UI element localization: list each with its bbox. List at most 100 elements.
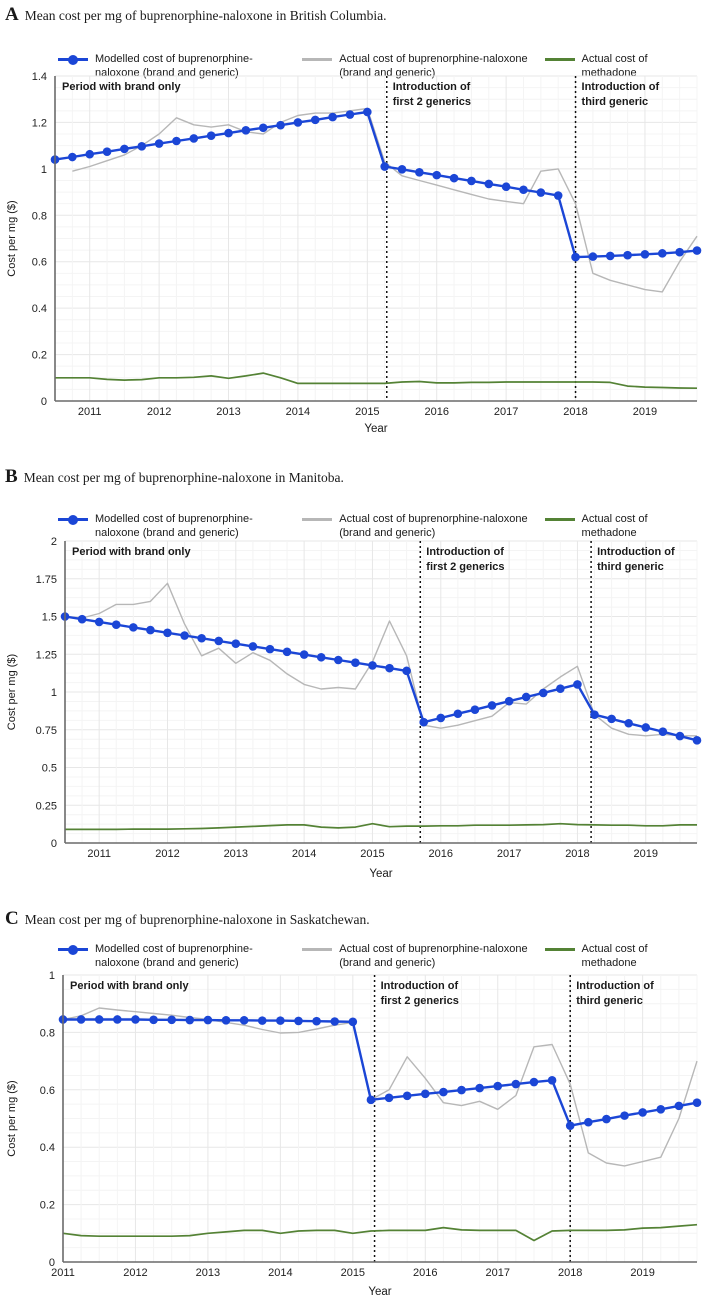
y-tick-label: 0.25 [36, 800, 57, 812]
x-axis-title: Year [369, 868, 392, 880]
modelled-point [415, 168, 424, 177]
modelled-point [620, 1111, 629, 1120]
legend-item-actual: Actual cost of buprenorphine-naloxone (b… [302, 52, 544, 81]
modelled-point [484, 179, 494, 189]
modelled-point [674, 1101, 684, 1111]
x-tick-label: 2015 [341, 1267, 365, 1279]
modelled-point [436, 713, 446, 723]
modelled-point [402, 666, 411, 676]
modelled-point [657, 249, 667, 258]
annotation-gen3-line1: Introduction of [576, 980, 654, 992]
x-axis-title: Year [364, 423, 387, 435]
x-tick-label: 2013 [224, 848, 248, 860]
y-tick-label: 0 [49, 1257, 55, 1269]
modelled-point [590, 710, 599, 719]
legend-item-actual: Actual cost of buprenorphine-naloxone (b… [302, 512, 544, 541]
modelled-point [299, 650, 309, 659]
annotation-gen2-line2: first 2 generics [393, 96, 471, 108]
x-tick-label: 2012 [155, 848, 179, 860]
modelled-point [565, 1121, 575, 1130]
modelled-point [556, 684, 565, 693]
panel-c-legend: Modelled cost of buprenorphine-naloxone … [58, 942, 702, 971]
modelled-point [658, 727, 668, 737]
annotation-brand-only: Period with brand only [70, 980, 189, 992]
modelled-point [276, 120, 285, 130]
x-tick-label: 2015 [355, 406, 379, 418]
y-axis-title: Cost per mg ($) [6, 200, 18, 276]
modelled-point [588, 252, 598, 261]
modelled-point [675, 731, 685, 741]
x-axis-title: Year [368, 1286, 391, 1298]
modelled-point [257, 1016, 267, 1025]
x-tick-label: 2011 [87, 848, 111, 860]
modelled-point [656, 1105, 666, 1114]
methadone-line [65, 822, 697, 831]
modelled-point [536, 188, 546, 197]
y-axis-title: Cost per mg ($) [6, 654, 18, 730]
x-tick-label: 2016 [429, 848, 453, 860]
modelled-point [380, 162, 389, 171]
x-tick-label: 2011 [78, 406, 102, 418]
y-tick-label: 2 [51, 536, 57, 548]
modelled-point [504, 696, 514, 706]
modelled-point [120, 144, 129, 154]
modelled-point [457, 1085, 466, 1095]
modelled-point [449, 173, 459, 183]
modelled-point [265, 644, 275, 654]
modelled-point [113, 1015, 122, 1024]
actual-line [64, 582, 697, 737]
x-tick-label: 2014 [286, 406, 310, 418]
modelled-point [328, 112, 337, 122]
modelled-point [294, 1016, 303, 1026]
annotation-gen3-line1: Introduction of [582, 81, 660, 93]
modelled-point [439, 1087, 448, 1097]
methadone-line [62, 1223, 698, 1242]
y-tick-label: 1.4 [32, 71, 47, 83]
annotation-brand-only: Period with brand only [72, 546, 191, 558]
panel-c: C Mean cost per mg of buprenorphine-nalox… [0, 904, 702, 1302]
modelled-point [432, 170, 442, 180]
annotation-gen3-line2: third generic [576, 995, 643, 1007]
modelled-point [553, 191, 563, 200]
modelled-point [521, 692, 531, 702]
legend-label-methadone: Actual cost of methadone [581, 513, 648, 540]
chart-saskatchewan: Period with brand only Introduction of fir… [6, 970, 702, 1298]
legend-item-methadone: Actual cost of methadone [544, 942, 702, 971]
modelled-point [420, 1089, 430, 1099]
modelled-point [172, 136, 181, 146]
panel-a: A Mean cost per mg of buprenorphine-nalox… [0, 0, 702, 462]
modelled-point [475, 1083, 484, 1093]
modelled-swatch-icon [58, 943, 88, 956]
modelled-point [345, 110, 355, 119]
panel-b-legend: Modelled cost of buprenorphine-naloxone … [58, 512, 702, 541]
modelled-point [366, 1095, 376, 1105]
modelled-point [384, 1093, 394, 1103]
modelled-point [293, 118, 303, 127]
annotation-gen2-line1: Introduction of [426, 546, 504, 558]
modelled-point [402, 1091, 412, 1101]
modelled-point [470, 705, 480, 714]
modelled-point [467, 176, 476, 186]
y-tick-label: 0 [41, 396, 47, 408]
panel-b: B Mean cost per mg of buprenorphine-nalox… [0, 462, 702, 904]
methadone-line [55, 372, 698, 390]
modelled-point [538, 688, 548, 698]
y-tick-label: 1.5 [42, 612, 57, 624]
modelled-point [203, 1015, 213, 1025]
modelled-point [607, 714, 616, 724]
y-tick-label: 0.5 [42, 763, 57, 775]
x-tick-label: 2018 [565, 848, 589, 860]
actual-swatch-icon [302, 53, 333, 66]
modelled-point [351, 658, 360, 668]
x-tick-label: 2014 [292, 848, 316, 860]
panel-c-caption: Mean cost per mg of buprenorphine-naloxo… [24, 912, 370, 927]
modelled-point [77, 614, 87, 624]
modelled-point [137, 142, 147, 151]
x-tick-label: 2019 [630, 1267, 654, 1279]
modelled-point [624, 718, 633, 728]
legend-item-actual: Actual cost of buprenorphine-naloxone (b… [302, 942, 544, 971]
actual-swatch-icon [302, 943, 333, 956]
modelled-point [605, 251, 615, 261]
modelled-point [129, 623, 138, 632]
